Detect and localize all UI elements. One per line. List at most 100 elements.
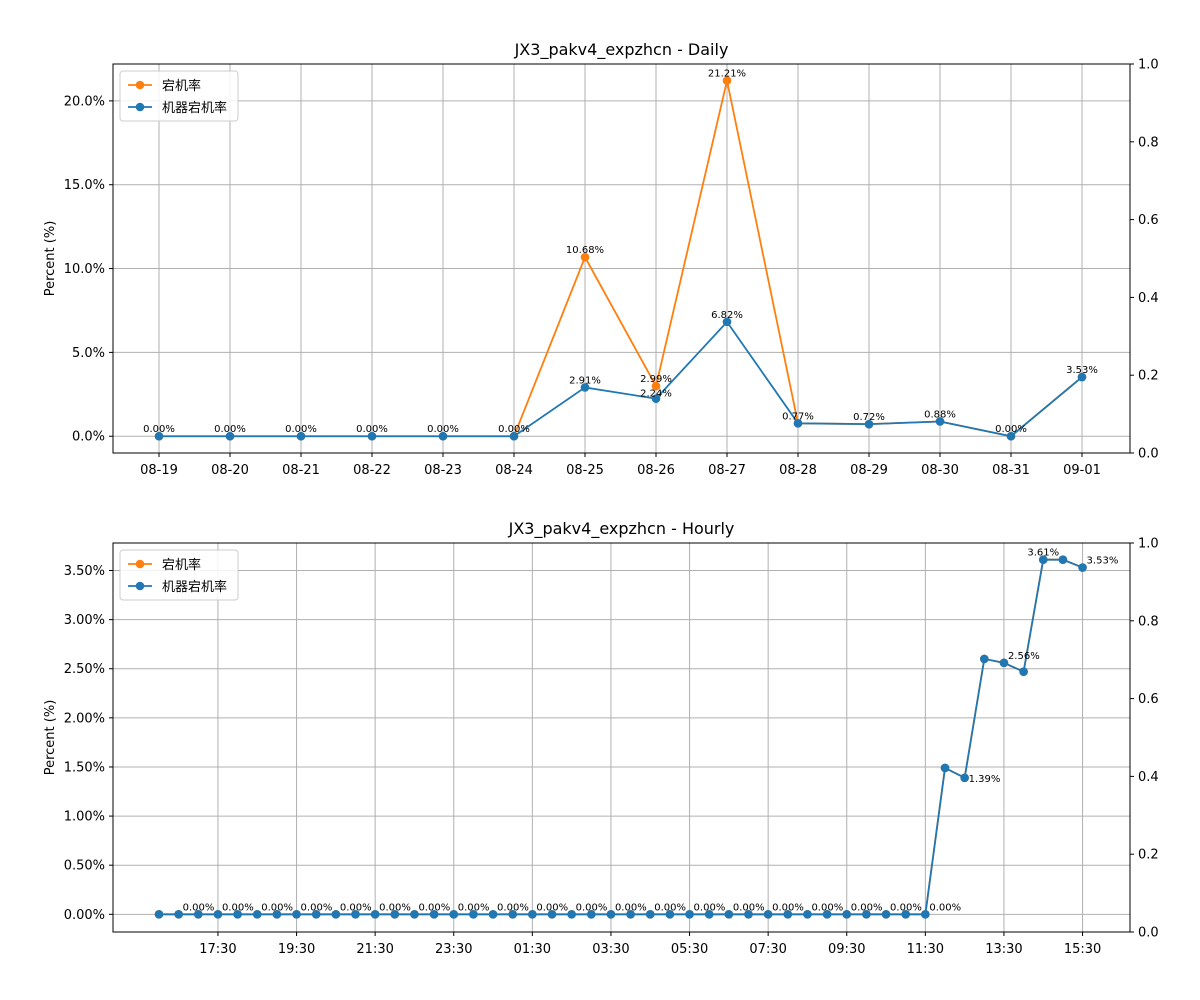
data-point xyxy=(842,910,852,919)
data-point xyxy=(940,763,950,773)
data-point xyxy=(1058,555,1068,564)
data-label: 0.00% xyxy=(458,902,490,913)
legend-label: 机器宕机率 xyxy=(162,579,227,595)
data-label: 10.68% xyxy=(566,245,604,256)
data-point xyxy=(651,381,661,391)
data-point xyxy=(587,910,596,919)
data-point xyxy=(783,910,793,919)
data-point xyxy=(685,910,694,919)
data-label: 0.00% xyxy=(615,902,647,913)
data-label: 2.56% xyxy=(1008,651,1040,662)
data-label: 3.53% xyxy=(1066,365,1098,376)
data-point xyxy=(1019,667,1028,676)
plot-frame xyxy=(112,63,1131,454)
right-y-tick-label: 0.4 xyxy=(1138,770,1159,785)
data-label: 0.00% xyxy=(498,424,530,435)
data-point xyxy=(744,910,753,919)
data-label: 0.00% xyxy=(143,424,175,435)
data-point xyxy=(722,76,732,85)
data-label: 0.00% xyxy=(356,424,388,435)
legend-label: 宕机率 xyxy=(162,557,201,573)
data-point xyxy=(1078,563,1087,572)
data-label: 0.77% xyxy=(782,411,814,422)
series-line xyxy=(159,320,1083,438)
x-tick-label: 11:30 xyxy=(907,942,944,957)
legend-box xyxy=(119,549,239,601)
data-point xyxy=(154,910,164,919)
data-label: 0.00% xyxy=(851,902,883,913)
x-tick-label: 08-31 xyxy=(992,463,1030,478)
data-label: 0.00% xyxy=(694,902,726,913)
right-y-tick-label: 0.6 xyxy=(1138,213,1159,228)
data-point xyxy=(580,383,590,392)
x-tick-label: 08-28 xyxy=(779,463,817,478)
data-point xyxy=(864,419,874,429)
data-point xyxy=(438,431,448,441)
y-tick-label: 0.00% xyxy=(64,908,105,923)
data-label: 0.00% xyxy=(285,424,317,435)
y-tick-label: 15.0% xyxy=(64,178,105,193)
data-label: 2.99% xyxy=(640,374,672,385)
legend-label: 机器宕机率 xyxy=(162,100,227,116)
data-label: 0.00% xyxy=(301,902,333,913)
y-tick-label: 1.50% xyxy=(64,760,105,775)
data-point xyxy=(367,431,377,441)
data-point xyxy=(390,910,400,919)
data-label: 0.72% xyxy=(853,412,885,423)
data-label: 2.24% xyxy=(640,389,672,400)
data-point xyxy=(580,252,590,262)
data-point xyxy=(881,910,891,919)
data-label: 0.00% xyxy=(379,902,411,913)
data-point xyxy=(935,417,945,426)
x-tick-label: 08-24 xyxy=(495,463,533,478)
data-point xyxy=(488,910,498,919)
data-point xyxy=(410,910,419,919)
y-tick-label: 10.0% xyxy=(64,262,105,277)
data-point xyxy=(296,431,306,441)
right-y-tick-label: 0.4 xyxy=(1138,291,1159,306)
data-point xyxy=(469,910,478,919)
data-point xyxy=(606,910,616,919)
data-label: 0.00% xyxy=(733,902,765,913)
data-label: 0.00% xyxy=(214,424,246,435)
data-label: 0.00% xyxy=(261,902,293,913)
x-tick-label: 08-22 xyxy=(353,463,391,478)
data-point xyxy=(722,317,732,327)
data-label: 0.00% xyxy=(811,902,843,913)
data-point xyxy=(651,394,661,403)
data-label: 2.91% xyxy=(569,375,601,386)
plot-frame xyxy=(112,542,1131,933)
chart-title: JX3_pakv4_expzhcn - Hourly xyxy=(508,519,735,539)
x-tick-label: 08-26 xyxy=(637,463,675,478)
data-point xyxy=(528,910,537,919)
data-label: 0.00% xyxy=(183,902,215,913)
right-y-tick-label: 0.0 xyxy=(1138,926,1159,941)
data-point xyxy=(194,910,203,919)
y-tick-label: 3.00% xyxy=(64,613,105,628)
data-point xyxy=(724,910,734,919)
x-tick-label: 08-23 xyxy=(424,463,462,478)
x-tick-label: 21:30 xyxy=(356,942,393,957)
x-tick-label: 08-19 xyxy=(140,463,178,478)
data-point xyxy=(1077,372,1087,382)
data-point xyxy=(822,910,832,919)
x-tick-label: 17:30 xyxy=(199,942,236,957)
data-point xyxy=(704,910,714,919)
data-label: 21.21% xyxy=(708,69,746,80)
data-point xyxy=(999,658,1009,668)
data-point xyxy=(960,773,969,783)
hourly-chart: JX3_pakv4_expzhcn - Hourly0.00%0.50%1.00… xyxy=(43,519,1159,957)
x-tick-label: 09-01 xyxy=(1063,463,1101,478)
y-tick-label: 20.0% xyxy=(64,94,105,109)
data-point xyxy=(252,910,262,919)
legend-marker xyxy=(135,102,145,112)
data-point xyxy=(311,910,321,919)
right-y-tick-label: 0.8 xyxy=(1138,614,1159,629)
right-y-tick-label: 0.0 xyxy=(1138,447,1159,462)
data-point xyxy=(1038,555,1048,564)
y-axis-label: Percent (%) xyxy=(43,700,58,776)
data-point xyxy=(645,910,655,919)
data-point xyxy=(567,910,576,919)
data-point xyxy=(763,910,773,919)
